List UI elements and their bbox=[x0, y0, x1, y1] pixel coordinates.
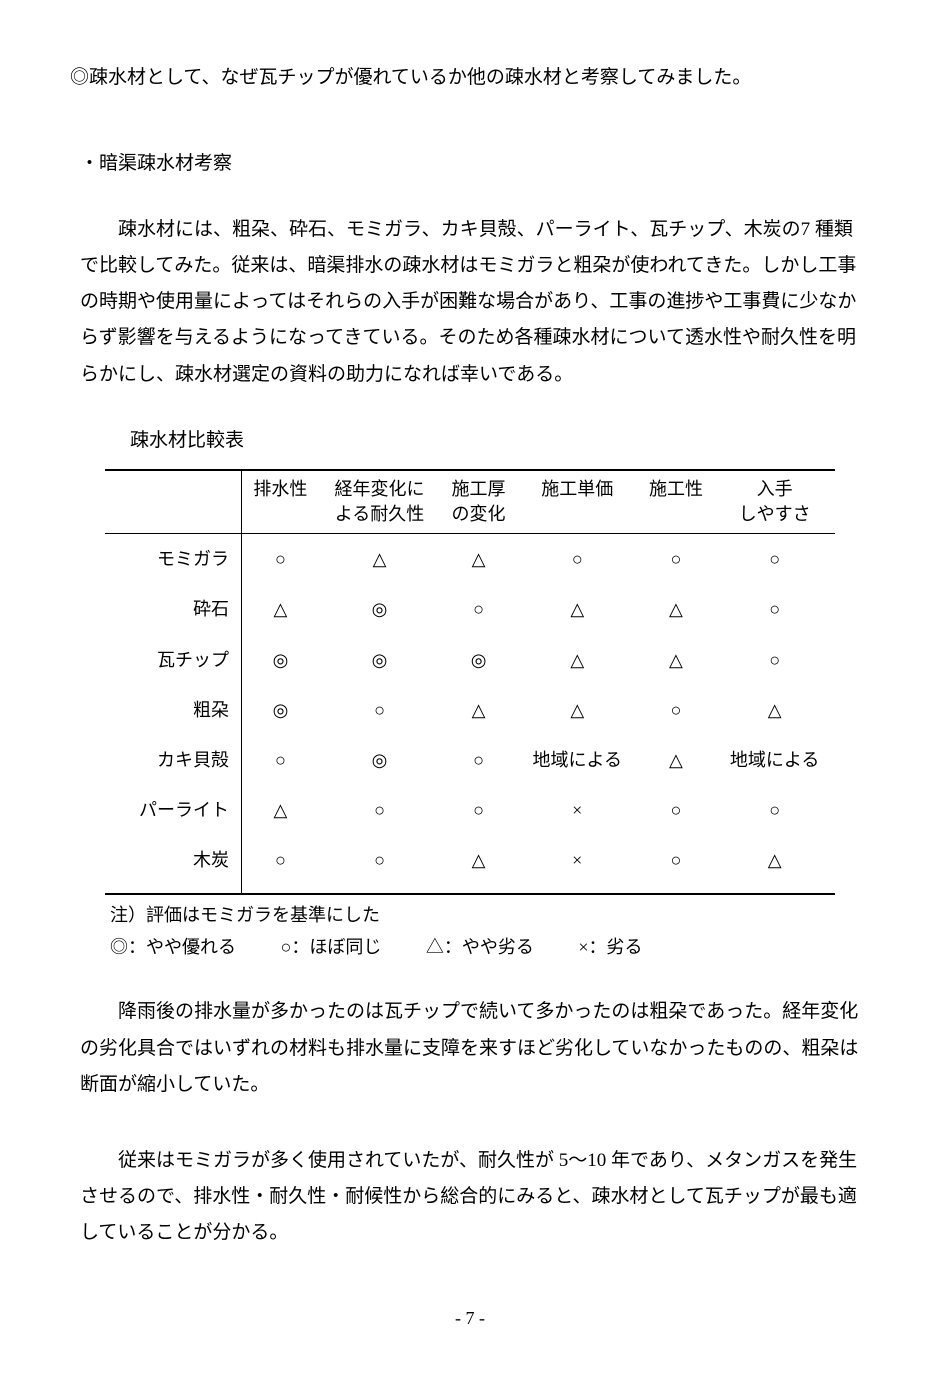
table-cell: ○ bbox=[714, 785, 835, 835]
table-cell: ◎ bbox=[319, 584, 440, 634]
table-cell: △ bbox=[517, 635, 638, 685]
table-cell: ○ bbox=[319, 685, 440, 735]
table-cell: ○ bbox=[714, 635, 835, 685]
table-cell: △ bbox=[638, 735, 715, 785]
table-cell: ○ bbox=[242, 835, 319, 894]
table-cell: △ bbox=[714, 835, 835, 894]
row-header: 瓦チップ bbox=[105, 635, 242, 685]
row-header: モミガラ bbox=[105, 534, 242, 585]
legend-item: ○：ほぼ同じ bbox=[281, 930, 382, 964]
table-cell: ◎ bbox=[319, 635, 440, 685]
table-cell: △ bbox=[242, 785, 319, 835]
table-cell: △ bbox=[638, 635, 715, 685]
table-row: パーライト△○○×○○ bbox=[105, 785, 835, 835]
col-header: 排水性 bbox=[242, 470, 319, 534]
table-cell: ○ bbox=[319, 785, 440, 835]
table-cell: ◎ bbox=[242, 635, 319, 685]
table-cell: ○ bbox=[440, 785, 517, 835]
col-header: 施工単価 bbox=[517, 470, 638, 534]
section-heading: ・暗渠疎水材考察 bbox=[80, 146, 870, 182]
table-cell: △ bbox=[517, 685, 638, 735]
table-cell: △ bbox=[319, 534, 440, 585]
legend-item: △：やや劣る bbox=[426, 930, 534, 964]
table-cell: ○ bbox=[638, 685, 715, 735]
paragraph-3: 従来はモミガラが多く使用されていたが、耐久性が 5～10 年であり、メタンガスを… bbox=[80, 1143, 870, 1251]
table-row: 砕石△◎○△△○ bbox=[105, 584, 835, 634]
table-cell: ○ bbox=[714, 534, 835, 585]
table-cell: ○ bbox=[638, 785, 715, 835]
page-number: - 7 - bbox=[70, 1301, 870, 1335]
table-cell: ○ bbox=[319, 835, 440, 894]
table-cell: ○ bbox=[440, 735, 517, 785]
table-cell: × bbox=[517, 835, 638, 894]
table-row: 木炭○○△×○△ bbox=[105, 835, 835, 894]
table-cell: ○ bbox=[242, 534, 319, 585]
table-row: 瓦チップ◎◎◎△△○ bbox=[105, 635, 835, 685]
col-header: 施工性 bbox=[638, 470, 715, 534]
legend: ◎：やや優れる ○：ほぼ同じ △：やや劣る ×：劣る bbox=[110, 930, 870, 964]
row-header: カキ貝殻 bbox=[105, 735, 242, 785]
table-cell: × bbox=[517, 785, 638, 835]
table-row: 粗朶◎○△△○△ bbox=[105, 685, 835, 735]
col-header: 経年変化による耐久性 bbox=[319, 470, 440, 534]
table-cell: ◎ bbox=[242, 685, 319, 735]
row-header: 砕石 bbox=[105, 584, 242, 634]
table-cell: ◎ bbox=[440, 635, 517, 685]
table-row: カキ貝殻○◎○地域による△地域による bbox=[105, 735, 835, 785]
table-cell: ○ bbox=[638, 534, 715, 585]
table-title: 疎水材比較表 bbox=[130, 423, 870, 459]
col-header: 施工厚の変化 bbox=[440, 470, 517, 534]
legend-item: ◎：やや優れる bbox=[110, 930, 236, 964]
row-header: 粗朶 bbox=[105, 685, 242, 735]
table-cell: △ bbox=[242, 584, 319, 634]
paragraph-1: 疎水材には、粗朶、砕石、モミガラ、カキ貝殻、パーライト、瓦チップ、木炭の7 種類… bbox=[80, 212, 870, 392]
table-cell: 地域による bbox=[517, 735, 638, 785]
table-corner bbox=[105, 470, 242, 534]
table-cell: 地域による bbox=[714, 735, 835, 785]
table-cell: ○ bbox=[517, 534, 638, 585]
table-note: 注）評価はモミガラを基準にした bbox=[110, 901, 870, 930]
table-cell: △ bbox=[440, 534, 517, 585]
col-header: 入手しやすさ bbox=[714, 470, 835, 534]
table-row: モミガラ○△△○○○ bbox=[105, 534, 835, 585]
table-cell: ○ bbox=[440, 584, 517, 634]
table-cell: ○ bbox=[242, 735, 319, 785]
legend-item: ×：劣る bbox=[578, 930, 642, 964]
row-header: 木炭 bbox=[105, 835, 242, 894]
table-cell: △ bbox=[638, 584, 715, 634]
paragraph-2: 降雨後の排水量が多かったのは瓦チップで続いて多かったのは粗朶であった。経年変化の… bbox=[80, 994, 870, 1102]
table-cell: ○ bbox=[714, 584, 835, 634]
table-body: モミガラ○△△○○○砕石△◎○△△○瓦チップ◎◎◎△△○粗朶◎○△△○△カキ貝殻… bbox=[105, 534, 835, 895]
comparison-table: 排水性 経年変化による耐久性 施工厚の変化 施工単価 施工性 入手しやすさ モミ… bbox=[105, 469, 835, 896]
table-cell: △ bbox=[440, 685, 517, 735]
table-cell: ◎ bbox=[319, 735, 440, 785]
table-cell: △ bbox=[517, 584, 638, 634]
table-cell: △ bbox=[440, 835, 517, 894]
intro-line: ◎疎水材として、なぜ瓦チップが優れているか他の疎水材と考察してみました。 bbox=[70, 60, 870, 96]
table-cell: △ bbox=[714, 685, 835, 735]
row-header: パーライト bbox=[105, 785, 242, 835]
table-cell: ○ bbox=[638, 835, 715, 894]
